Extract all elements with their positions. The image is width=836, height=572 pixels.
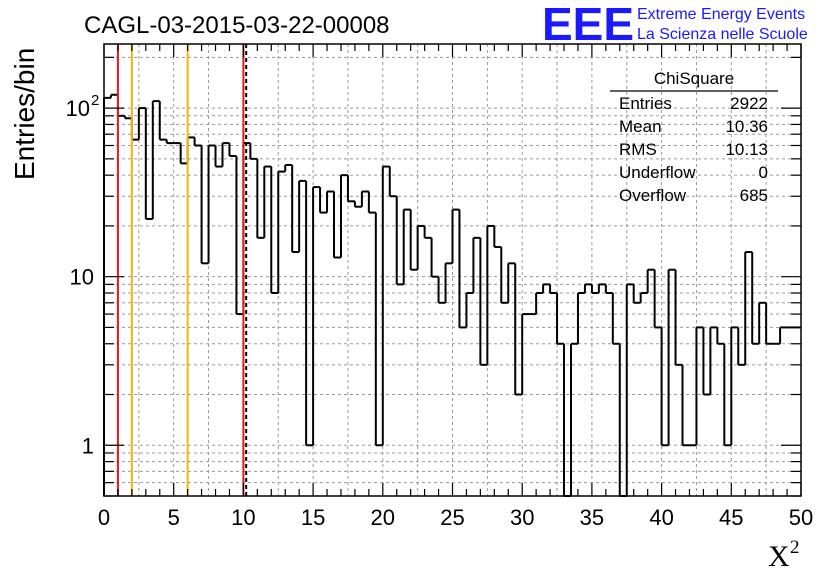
stats-row-label: Entries (619, 94, 672, 113)
axis-ticks (103, 44, 802, 497)
stats-row-value: 0 (759, 163, 768, 182)
x-tick-label: 30 (510, 505, 534, 530)
x-tick-label: 20 (371, 505, 395, 530)
x-tick-label: 35 (580, 505, 604, 530)
stats-row-label: Underflow (619, 163, 696, 182)
stats-rows: Entries 2922 Mean 10.36 RMS 10.13 Underflow 0 Ov… (619, 94, 768, 205)
reference-lines (116, 44, 248, 496)
stats-box: ChiSquare Entries 2922 Mean 10.36 RMS 10.13 Un… (610, 69, 778, 205)
x-tick-label: 10 (231, 505, 255, 530)
y-tick-label: 1 (82, 433, 94, 458)
x-tick-label: 50 (789, 505, 813, 530)
stats-row-value: 10.36 (725, 117, 768, 136)
stats-row-value: 10.13 (725, 140, 768, 159)
stats-row-value: 685 (740, 186, 768, 205)
logo-line2: La Scienza nelle Scuole (637, 26, 808, 43)
stats-title: ChiSquare (654, 69, 734, 88)
x-axis-label-base: X (768, 540, 790, 572)
stats-row-label: RMS (619, 140, 657, 159)
x-axis-label-superscript: 2 (790, 537, 800, 558)
x-tick-label: 0 (98, 505, 110, 530)
logo-line1: Extreme Energy Events (637, 6, 805, 23)
grid-lines (104, 44, 801, 496)
x-tick-label: 40 (649, 505, 673, 530)
x-tick-label: 15 (301, 505, 325, 530)
y-axis-label: Entries/bin (9, 48, 40, 180)
x-axis-label: X 2 (768, 537, 800, 572)
x-tick-label: 5 (168, 505, 180, 530)
stats-row-label: Mean (619, 117, 662, 136)
chart-title: CAGL-03-2015-03-22-00008 (84, 12, 390, 39)
y-tick-label: 10 (66, 96, 90, 121)
eee-logo-text: EEE (542, 0, 634, 50)
y-tick-label: 10 (70, 265, 94, 290)
eee-logo: EEE Extreme Energy Events La Scienza nel… (542, 0, 808, 50)
x-tick-label: 45 (719, 505, 743, 530)
y-tick-label-exponent: 2 (91, 92, 99, 109)
stats-row-value: 2922 (730, 94, 768, 113)
histogram-series (103, 93, 801, 497)
stats-row-label: Overflow (619, 186, 687, 205)
x-tick-label: 25 (440, 505, 464, 530)
